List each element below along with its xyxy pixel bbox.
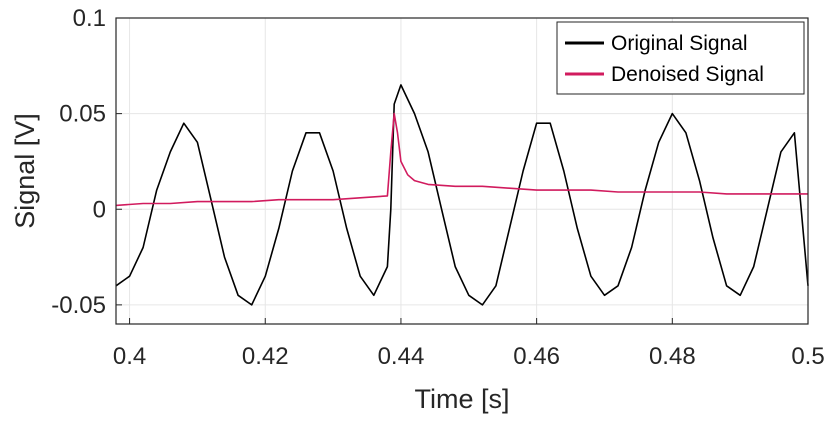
x-tick-label: 0.4 — [113, 343, 146, 370]
y-tick-label: 0.05 — [59, 101, 106, 128]
x-tick-label: 0.44 — [378, 343, 425, 370]
series-line-original-signal — [115, 84, 809, 306]
y-tick-label: -0.05 — [51, 292, 106, 319]
series-line-denoised-signal — [115, 112, 808, 207]
y-tick-label: 0.1 — [73, 5, 106, 32]
y-axis-label: Signal [V] — [10, 113, 40, 229]
x-axis-label: Time [s] — [414, 384, 509, 414]
y-tick-label: 0 — [93, 196, 106, 223]
x-tick-label: 0.48 — [649, 343, 696, 370]
legend-label-original-signal: Original Signal — [611, 32, 748, 55]
legend: Original Signal Denoised Signal — [556, 21, 805, 95]
x-tick-label: 0.42 — [242, 343, 289, 370]
x-tick-label: 0.5 — [791, 343, 824, 370]
x-tick-label: 0.46 — [513, 343, 560, 370]
axis-ticks: 0.4 0.42 0.44 0.46 0.48 0.5 -0.05 0 0.05 0.1 — [51, 5, 824, 370]
series-layer — [115, 84, 809, 306]
legend-box — [556, 21, 805, 95]
plot-frame — [115, 17, 809, 325]
legend-label-denoised-signal: Denoised Signal — [611, 63, 764, 86]
